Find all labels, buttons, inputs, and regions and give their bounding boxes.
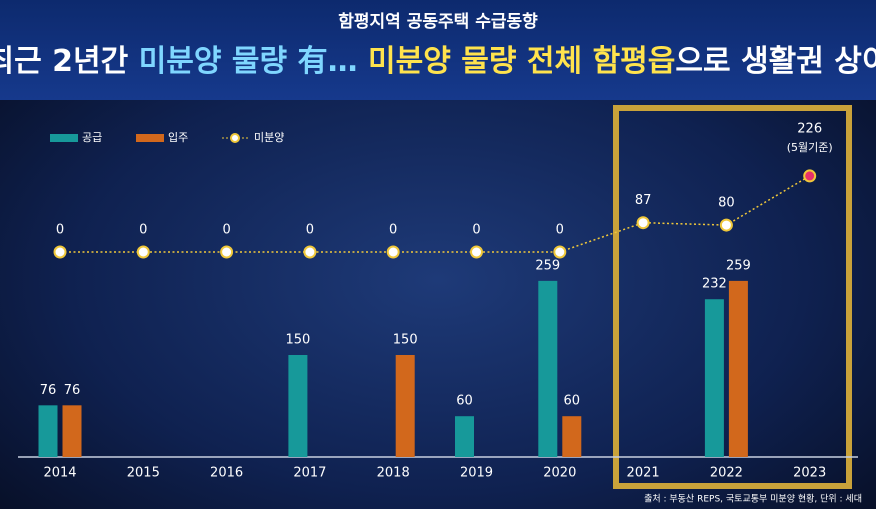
data-label: 0	[222, 223, 230, 238]
headline-segment: 최근 2년간	[0, 44, 139, 79]
x-tick-label: 2020	[543, 466, 576, 481]
data-label: 226	[797, 121, 822, 136]
point	[553, 245, 567, 259]
header	[0, 0, 876, 100]
data-label: 0	[472, 223, 480, 238]
source: 출처 : 부동산 REPS, 국토교통부 미분양 현황, 단위 : 세대	[644, 493, 862, 505]
x-tick-label: 2014	[43, 466, 76, 481]
bar	[538, 280, 558, 457]
point	[719, 218, 733, 232]
point	[220, 245, 234, 259]
point	[386, 245, 400, 259]
annotation: (5월기준)	[787, 141, 833, 154]
data-label: 80	[718, 196, 735, 211]
bar	[728, 280, 748, 457]
data-label: 232	[702, 277, 727, 292]
subtitle: 함평지역 공동주택 수급동향	[338, 11, 538, 32]
bar	[38, 405, 58, 457]
headline-segment: 미분양 물량 有…	[139, 44, 368, 79]
point	[53, 245, 67, 259]
headline: 최근 2년간 미분양 물량 有… 미분양 물량 전체 함평읍으로 생활권 상이	[0, 44, 876, 79]
legend-label: 공급	[82, 131, 102, 144]
bar	[62, 405, 82, 457]
highlight-box	[613, 105, 852, 489]
x-tick-label: 2018	[377, 466, 410, 481]
bar	[704, 299, 724, 457]
data-label: 0	[56, 223, 64, 238]
x-tick-label: 2019	[460, 466, 493, 481]
x-tick-label: 2016	[210, 466, 243, 481]
legend-label: 입주	[168, 131, 188, 144]
legend-swatch	[136, 134, 164, 142]
point	[136, 245, 150, 259]
data-label: 60	[564, 394, 581, 409]
data-label: 259	[535, 258, 560, 273]
data-label: 150	[285, 333, 310, 348]
point	[636, 216, 650, 230]
data-label: 76	[64, 383, 81, 398]
x-tick-label: 2015	[127, 466, 160, 481]
bar	[562, 416, 582, 457]
legend-marker	[230, 133, 240, 143]
bar	[395, 355, 415, 457]
data-label: 76	[40, 383, 57, 398]
bar	[455, 416, 474, 457]
x-tick-label: 2017	[293, 466, 326, 481]
headline-segment: 으로 생활권 상이	[675, 44, 876, 79]
point	[303, 245, 317, 259]
data-label: 0	[306, 223, 314, 238]
data-label: 87	[635, 193, 652, 208]
line	[60, 175, 811, 253]
x-tick-label: 2022	[710, 466, 743, 481]
legend-swatch	[50, 134, 78, 142]
point	[803, 169, 817, 183]
headline-segment: 미분양 물량 전체 함평읍	[368, 44, 675, 79]
data-label: 0	[139, 223, 147, 238]
data-label: 259	[726, 258, 751, 273]
legend-label: 미분양	[254, 131, 284, 144]
bar	[288, 355, 308, 457]
x-tick-label: 2023	[793, 466, 826, 481]
data-label: 150	[393, 333, 418, 348]
data-label: 0	[389, 223, 397, 238]
point	[470, 245, 483, 259]
data-label: 0	[556, 223, 564, 238]
data-label: 60	[456, 394, 473, 409]
x-tick-label: 2021	[627, 466, 660, 481]
